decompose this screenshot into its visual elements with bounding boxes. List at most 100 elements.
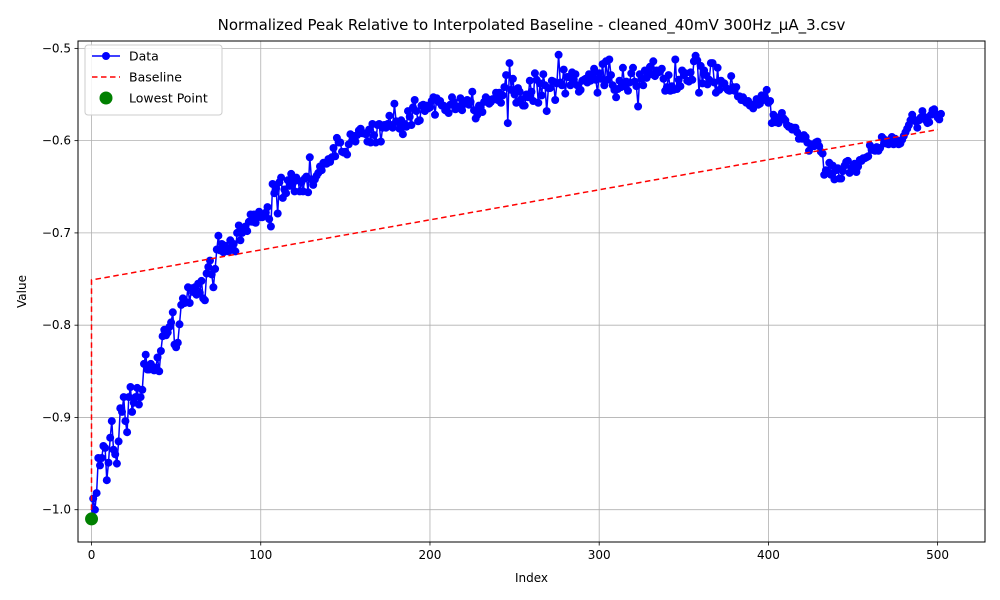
x-tick-label: 100 xyxy=(249,548,272,562)
data-point xyxy=(542,107,551,116)
y-tick-label: −0.5 xyxy=(42,41,71,55)
data-point xyxy=(121,417,130,426)
data-point xyxy=(388,123,397,132)
legend-lowest-point-swatch xyxy=(99,91,113,105)
x-tick-label: 200 xyxy=(419,548,442,562)
data-point xyxy=(571,70,580,79)
data-point xyxy=(390,99,399,108)
x-tick-label: 500 xyxy=(926,548,949,562)
data-point xyxy=(444,109,453,117)
data-point xyxy=(818,149,827,158)
data-point xyxy=(107,417,116,426)
data-point xyxy=(92,489,101,498)
data-point xyxy=(558,81,566,90)
data-point xyxy=(458,106,467,115)
grid-lines xyxy=(78,41,985,542)
baseline-line xyxy=(90,128,938,519)
data-point xyxy=(837,174,846,183)
data-point xyxy=(530,69,539,78)
y-tick-label: −0.7 xyxy=(42,226,71,240)
data-point xyxy=(336,138,345,147)
data-point xyxy=(615,76,624,85)
data-point xyxy=(624,86,632,95)
data-point xyxy=(864,152,873,161)
data-point xyxy=(843,156,852,165)
data-point xyxy=(554,50,563,59)
y-tick-label: −0.8 xyxy=(42,318,71,332)
data-point xyxy=(515,87,524,96)
data-point xyxy=(686,68,695,77)
data-point xyxy=(537,91,546,100)
data-point xyxy=(126,383,135,391)
x-tick-label: 400 xyxy=(757,548,780,562)
y-tick-label: −0.9 xyxy=(42,410,71,424)
data-point xyxy=(676,82,685,91)
data-point xyxy=(376,137,385,146)
data-point xyxy=(405,112,414,121)
data-point xyxy=(282,189,291,198)
legend-box xyxy=(84,44,223,116)
legend-label: Lowest Point xyxy=(129,91,208,106)
data-point xyxy=(525,76,534,85)
data-point xyxy=(539,70,548,79)
data-point xyxy=(508,74,517,83)
data-point xyxy=(305,153,314,162)
data-point xyxy=(102,476,111,485)
data-point xyxy=(114,437,123,446)
data-point xyxy=(913,123,922,132)
data-point xyxy=(505,59,514,68)
data-point xyxy=(175,320,184,329)
data-point xyxy=(168,308,177,317)
data-point xyxy=(229,240,238,248)
data-point xyxy=(520,101,529,110)
data-point xyxy=(343,150,352,159)
data-point xyxy=(612,93,621,102)
data-point xyxy=(431,110,439,119)
data-point xyxy=(732,83,741,92)
data-point xyxy=(561,89,570,98)
data-point xyxy=(551,96,560,104)
data-point xyxy=(211,264,220,273)
data-point xyxy=(155,367,164,376)
data-point xyxy=(167,318,176,327)
data-point xyxy=(426,103,434,112)
data-point xyxy=(304,188,313,197)
data-point xyxy=(559,65,568,74)
data-point xyxy=(134,400,143,409)
data-point xyxy=(695,88,703,97)
plot-series xyxy=(85,50,945,526)
data-point xyxy=(671,55,680,64)
x-tick-label: 300 xyxy=(588,548,611,562)
data-point xyxy=(415,116,424,125)
x-tick-label: 0 xyxy=(88,548,96,562)
legend: Data Baseline Lowest Point xyxy=(84,44,223,116)
axis-ticks: 0 100 200 300 400 500 −1.0 −0.9 −0.8 −0.7 −0.6 −0.5 xyxy=(42,41,949,562)
data-point xyxy=(629,63,637,72)
data-point xyxy=(410,96,419,104)
data-point xyxy=(502,71,511,80)
data-point xyxy=(664,71,673,80)
data-point xyxy=(607,71,615,80)
data-point xyxy=(466,97,475,106)
data-point xyxy=(517,95,526,104)
data-point xyxy=(351,137,360,146)
data-point xyxy=(710,78,719,87)
data-point xyxy=(118,407,126,416)
data-point xyxy=(197,276,206,285)
data-point xyxy=(90,505,99,514)
data-point xyxy=(576,85,585,94)
data-point xyxy=(715,85,724,94)
data-point xyxy=(138,385,147,394)
data-point xyxy=(762,85,771,94)
data-point xyxy=(412,107,421,116)
data-point xyxy=(727,72,736,81)
data-point xyxy=(128,407,137,416)
data-point xyxy=(153,353,162,362)
data-point xyxy=(243,227,252,236)
data-point xyxy=(639,81,648,90)
data-point xyxy=(618,63,627,72)
data-point xyxy=(534,98,543,107)
data-point xyxy=(106,433,115,442)
